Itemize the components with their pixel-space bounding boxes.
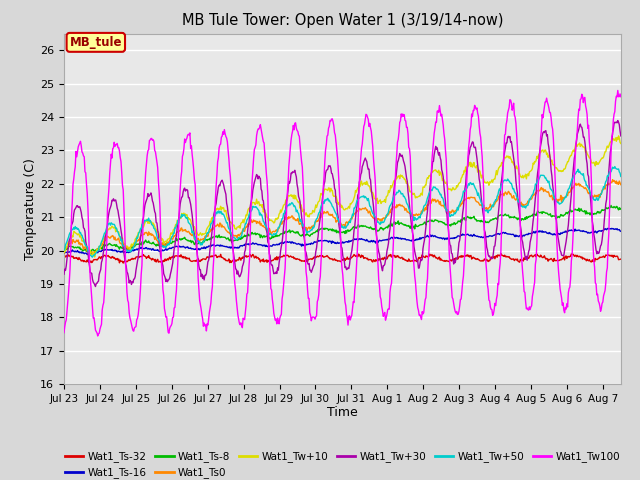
Legend: Wat1_Ts-32, Wat1_Ts-16, Wat1_Ts-8, Wat1_Ts0, Wat1_Tw+10, Wat1_Tw+30, Wat1_Tw+50,: Wat1_Ts-32, Wat1_Ts-16, Wat1_Ts-8, Wat1_… bbox=[61, 447, 624, 480]
X-axis label: Time: Time bbox=[327, 407, 358, 420]
Title: MB Tule Tower: Open Water 1 (3/19/14-now): MB Tule Tower: Open Water 1 (3/19/14-now… bbox=[182, 13, 503, 28]
Y-axis label: Temperature (C): Temperature (C) bbox=[24, 158, 37, 260]
Text: MB_tule: MB_tule bbox=[70, 36, 122, 49]
